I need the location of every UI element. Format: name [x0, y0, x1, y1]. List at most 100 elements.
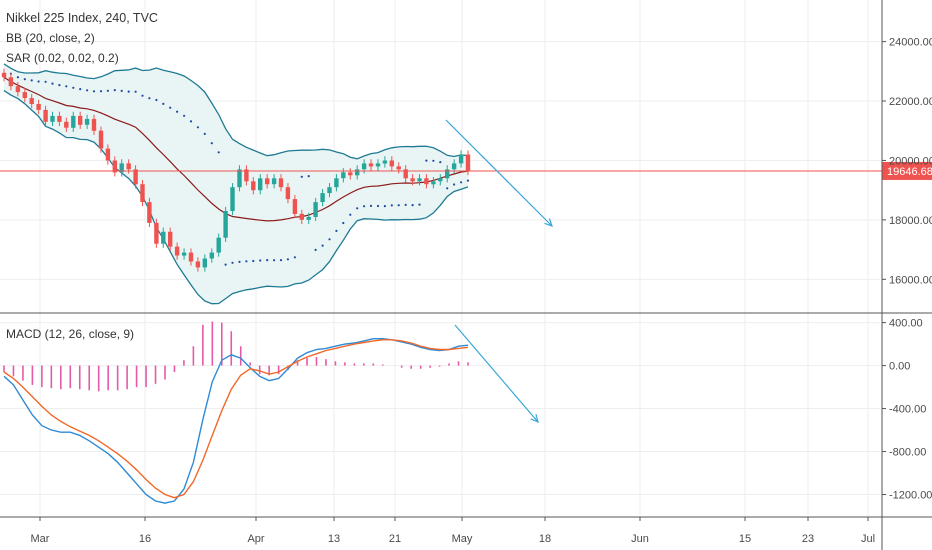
candle[interactable] — [438, 178, 443, 182]
time-tick-label: 13 — [328, 533, 340, 545]
candle[interactable] — [133, 169, 138, 185]
sar-dot — [266, 259, 269, 262]
candle[interactable] — [431, 181, 436, 185]
candle[interactable] — [57, 115, 62, 122]
candle[interactable] — [348, 172, 353, 176]
sar-dot — [314, 248, 317, 251]
candle[interactable] — [410, 178, 415, 182]
candle[interactable] — [15, 86, 21, 93]
sar-dot — [376, 204, 380, 208]
legend-macd[interactable]: MACD (12, 26, close, 9) — [6, 327, 135, 341]
sar-dot — [189, 120, 193, 123]
candle[interactable] — [71, 115, 76, 128]
candle[interactable] — [341, 172, 346, 179]
candle[interactable] — [140, 184, 145, 202]
candle[interactable] — [271, 178, 277, 185]
trend-arrow-price[interactable] — [445, 119, 553, 227]
sar-dot — [51, 82, 54, 85]
candle[interactable] — [278, 178, 284, 188]
sar-dot — [286, 258, 289, 261]
candle[interactable] — [451, 163, 457, 170]
candle[interactable] — [209, 252, 214, 259]
candle[interactable] — [91, 118, 97, 131]
candle[interactable] — [1, 72, 7, 78]
candle[interactable] — [216, 237, 221, 253]
candle[interactable] — [181, 252, 187, 256]
time-tick-label: 16 — [139, 533, 151, 545]
candle[interactable] — [375, 163, 381, 167]
candle[interactable] — [119, 163, 124, 173]
candle[interactable] — [98, 130, 104, 149]
sar-dot — [30, 79, 33, 82]
candle[interactable] — [29, 98, 34, 104]
candle[interactable] — [154, 222, 159, 244]
sar-dot — [466, 179, 470, 182]
candle[interactable] — [43, 109, 48, 122]
sar-dot — [196, 126, 199, 129]
candle[interactable] — [424, 178, 429, 185]
candle[interactable] — [112, 160, 117, 173]
sar-dot — [148, 97, 151, 100]
candle[interactable] — [320, 193, 325, 202]
sar-dot — [99, 90, 103, 93]
candle[interactable] — [78, 115, 83, 125]
candle[interactable] — [361, 163, 367, 170]
candle[interactable] — [126, 163, 131, 170]
candle[interactable] — [445, 169, 450, 179]
candle[interactable] — [230, 187, 235, 211]
candle[interactable] — [334, 178, 339, 188]
candle[interactable] — [265, 178, 270, 185]
sar-dot — [245, 260, 248, 263]
candle[interactable] — [237, 169, 242, 188]
candle[interactable] — [174, 246, 180, 256]
candle[interactable] — [202, 258, 207, 268]
candle[interactable] — [258, 178, 263, 191]
candle[interactable] — [251, 181, 256, 191]
candle[interactable] — [223, 211, 228, 238]
candle[interactable] — [244, 169, 249, 182]
candle[interactable] — [403, 169, 408, 179]
legend-bollinger[interactable]: BB (20, close, 2) — [6, 31, 95, 45]
candle[interactable] — [382, 160, 388, 164]
candle[interactable] — [147, 202, 152, 223]
candle[interactable] — [299, 213, 304, 220]
candle[interactable] — [417, 178, 422, 182]
candle[interactable] — [50, 115, 55, 122]
sar-dot — [307, 175, 310, 178]
candle[interactable] — [306, 216, 311, 220]
sar-dot — [210, 142, 213, 145]
candle[interactable] — [313, 202, 318, 217]
candle[interactable] — [36, 104, 41, 110]
sar-dot — [293, 256, 296, 259]
candlestick-series[interactable] — [1, 68, 471, 272]
candle[interactable] — [84, 118, 90, 125]
candle[interactable] — [285, 187, 291, 200]
candle[interactable] — [368, 163, 374, 167]
chart-title[interactable]: Nikkel 225 Index, 240, TVC — [6, 11, 158, 25]
price-tick-label: 22000.00 — [889, 96, 932, 108]
candle[interactable] — [168, 231, 173, 247]
macd-histogram — [3, 321, 469, 392]
candle[interactable] — [22, 92, 27, 98]
sar-dot — [16, 76, 19, 79]
candle[interactable] — [458, 154, 464, 164]
trend-arrow-macd[interactable] — [454, 324, 539, 423]
candle[interactable] — [396, 166, 401, 170]
candle[interactable] — [64, 121, 69, 128]
candle[interactable] — [161, 231, 166, 244]
candle[interactable] — [105, 148, 111, 161]
candle[interactable] — [355, 169, 360, 176]
candle[interactable] — [389, 160, 394, 167]
candle[interactable] — [8, 77, 14, 87]
candle[interactable] — [327, 187, 332, 194]
bollinger-lower-band — [3, 90, 469, 305]
candle[interactable] — [292, 199, 298, 214]
legend-sar[interactable]: SAR (0.02, 0.02, 0.2) — [6, 51, 119, 65]
sar-dot — [425, 159, 428, 162]
candle[interactable] — [465, 154, 471, 171]
candle[interactable] — [195, 261, 201, 268]
macd-lines — [3, 338, 469, 504]
candle[interactable] — [188, 252, 194, 262]
